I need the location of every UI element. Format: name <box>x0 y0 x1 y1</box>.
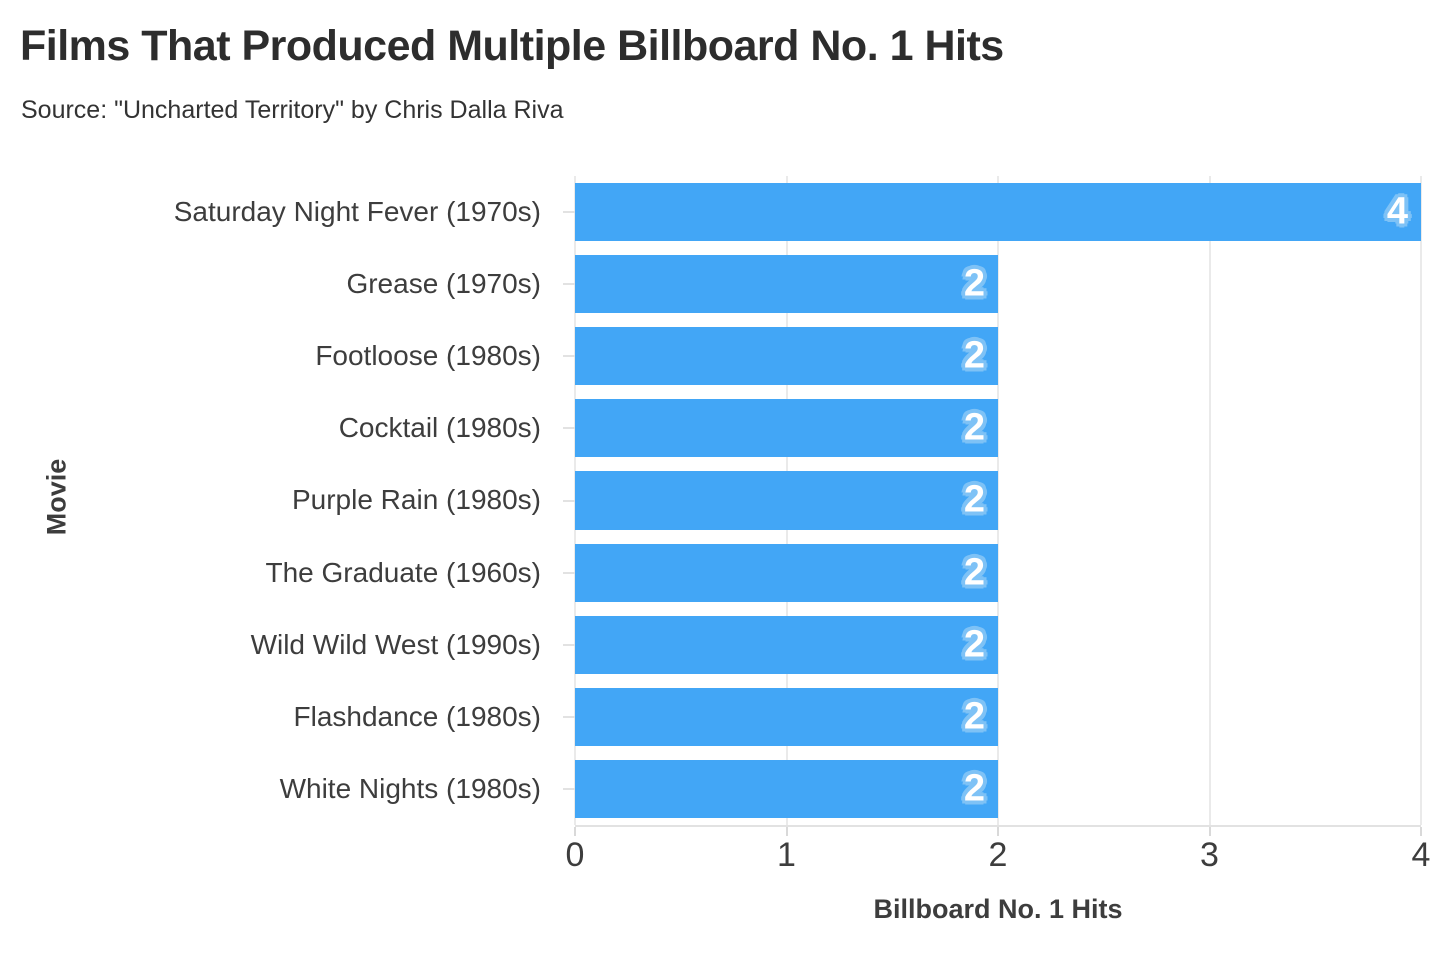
bar-row: 2 <box>575 464 1421 536</box>
bar-row: 2 <box>575 320 1421 392</box>
bar-value-label: 2 <box>963 767 985 810</box>
y-axis-tick <box>563 643 575 646</box>
x-axis-ticks <box>574 827 1422 837</box>
category-label: Footloose (1980s) <box>315 340 541 372</box>
bar-value-label: 2 <box>963 334 985 377</box>
x-axis-tick-label: 3 <box>1200 836 1219 874</box>
y-axis-tick <box>563 787 575 790</box>
bar-row: 2 <box>575 753 1421 825</box>
bar-row: 2 <box>575 392 1421 464</box>
x-axis-tick <box>997 827 999 836</box>
bar: 2 <box>575 687 998 746</box>
x-axis-tick-label: 2 <box>988 836 1008 874</box>
chart-subtitle: Source: "Uncharted Territory" by Chris D… <box>21 96 564 124</box>
bar-row: 2 <box>575 248 1421 320</box>
y-axis-tick <box>563 715 575 718</box>
category-label: Flashdance (1980s) <box>293 700 541 732</box>
category-label: The Graduate (1960s) <box>265 556 542 588</box>
bar: 2 <box>575 255 998 314</box>
x-axis-tick-label: 4 <box>1411 836 1431 874</box>
category-label: Saturday Night Fever (1970s) <box>173 196 541 228</box>
x-axis-tick <box>1420 827 1422 836</box>
y-axis-tick <box>563 571 575 574</box>
bar-value-label: 2 <box>963 406 985 449</box>
x-axis-tick <box>785 827 788 836</box>
chart-title: Films That Produced Multiple Billboard N… <box>20 22 1004 70</box>
bar-value-label: 2 <box>963 695 985 738</box>
bar-value-label: 2 <box>963 262 985 305</box>
bar: 2 <box>575 759 998 818</box>
bar: 2 <box>575 399 998 458</box>
bar-row: 4 <box>575 176 1421 248</box>
category-label: Wild Wild West (1990s) <box>250 628 541 660</box>
category-label: Cocktail (1980s) <box>338 412 541 444</box>
bar-row: 2 <box>575 609 1421 681</box>
bar-row: 2 <box>575 681 1421 753</box>
x-axis-tick-labels: 0 1 2 3 4 <box>566 836 1431 878</box>
bar: 4 <box>575 183 1421 242</box>
bar: 2 <box>575 471 998 530</box>
x-axis-tick-label: 1 <box>777 836 796 874</box>
x-axis-tick-label: 0 <box>565 836 585 874</box>
y-axis-tick <box>563 355 575 358</box>
gridline-x-2 <box>997 176 999 825</box>
category-label: Purple Rain (1980s) <box>291 484 541 516</box>
y-axis-tick <box>563 427 575 430</box>
category-label: Grease (1970s) <box>346 268 541 300</box>
bar-value-label: 2 <box>963 623 985 666</box>
bar-value-label: 2 <box>963 551 985 594</box>
bar: 2 <box>575 615 998 674</box>
x-axis-tick <box>574 827 576 836</box>
bar: 2 <box>575 327 998 386</box>
bar-value-label: 4 <box>1386 190 1408 233</box>
bar-value-label: 2 <box>963 478 985 521</box>
gridline-x-4 <box>1420 176 1422 825</box>
x-axis-title: Billboard No. 1 Hits <box>873 894 1123 924</box>
category-label: White Nights (1980s) <box>279 772 541 804</box>
y-axis-labels: Saturday Night Fever (1970s) Grease (1970… <box>0 176 557 825</box>
y-axis-tick <box>563 211 575 214</box>
x-axis-tick <box>1208 827 1211 836</box>
y-axis-tick <box>563 283 575 286</box>
gridline-x-3 <box>1208 176 1211 825</box>
bar: 2 <box>575 543 998 602</box>
y-axis-tick <box>563 499 575 502</box>
bar-row: 2 <box>575 537 1421 609</box>
plot-area: 4 2 2 2 2 2 2 2 2 <box>563 176 1422 827</box>
